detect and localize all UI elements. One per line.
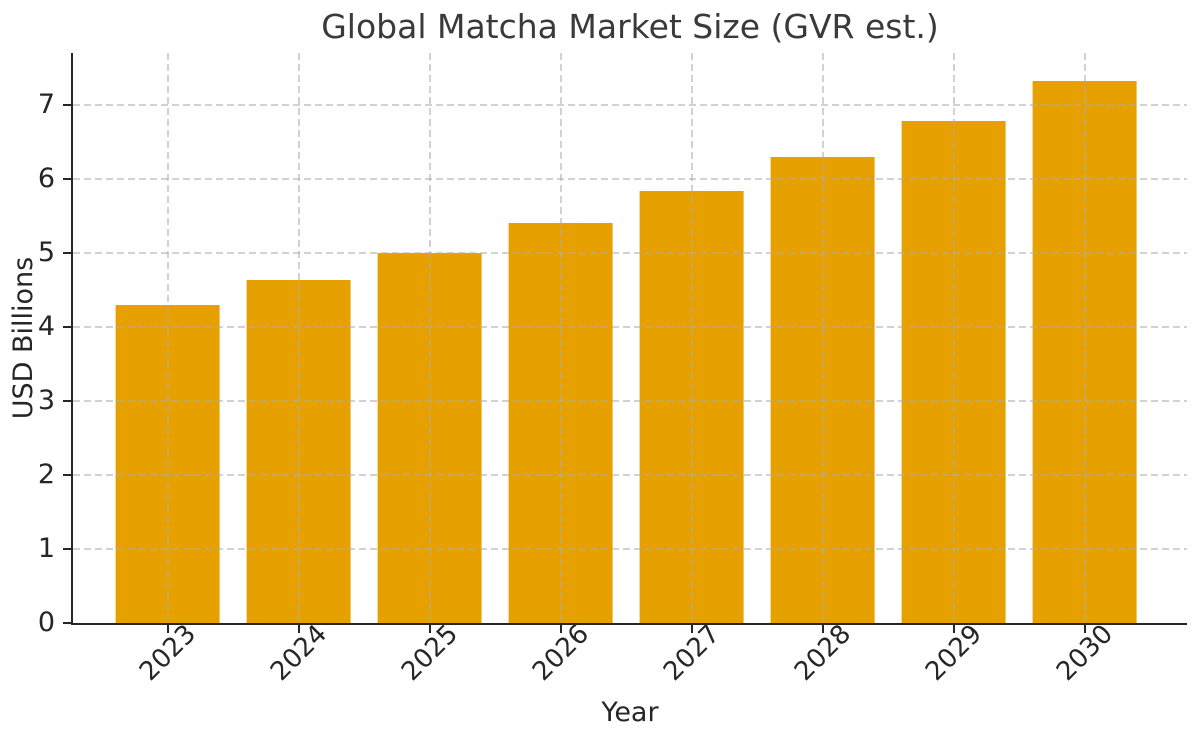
y-tick-mark-5 — [63, 251, 71, 254]
y-tick-label-5: 5 — [37, 236, 55, 268]
y-tick-label-6: 6 — [37, 162, 55, 194]
y-tick-label-7: 7 — [37, 88, 55, 120]
y-tick-mark-2 — [63, 473, 71, 476]
plot-area: 2023 2024 2025 2026 2027 2028 2029 2030 0 1 2 3 4 5 6… — [38, 53, 1187, 687]
horizontal-gridline-3 — [73, 399, 1187, 402]
vertical-gridline-2025 — [428, 53, 431, 623]
y-tick-mark-3 — [63, 399, 71, 402]
x-tick-mark-2024 — [297, 625, 300, 633]
horizontal-gridline-6 — [73, 177, 1187, 180]
chart-title: Global Matcha Market Size (GVR est.) — [321, 7, 939, 46]
category-slot-2023: 2023 — [102, 53, 233, 687]
category-slot-2025: 2025 — [364, 53, 495, 687]
y-tick-label-3: 3 — [37, 384, 55, 416]
horizontal-gridline-2 — [73, 473, 1187, 476]
vertical-gridline-2030 — [1083, 53, 1086, 623]
bars-layer: 2023 2024 2025 2026 2027 2028 2029 2030 — [73, 53, 1187, 687]
x-tick-mark-2028 — [821, 625, 824, 633]
category-slot-2030: 2030 — [1019, 53, 1150, 687]
y-tick-label-2: 2 — [37, 458, 55, 490]
y-tick-mark-0 — [63, 622, 71, 624]
category-slot-2029: 2029 — [888, 53, 1019, 687]
x-tick-mark-2025 — [428, 625, 431, 633]
category-slot-2028: 2028 — [757, 53, 888, 687]
horizontal-gridline-4 — [73, 325, 1187, 328]
x-tick-mark-2023 — [166, 625, 169, 633]
y-tick-label-4: 4 — [37, 310, 55, 342]
y-tick-mark-6 — [63, 177, 71, 180]
x-axis-label: Year — [601, 697, 659, 728]
category-slot-2026: 2026 — [495, 53, 626, 687]
x-tick-mark-2026 — [559, 625, 562, 633]
horizontal-gridline-7 — [73, 103, 1187, 106]
y-tick-mark-7 — [63, 103, 71, 106]
vertical-gridline-2027 — [690, 53, 693, 623]
vertical-gridline-2028 — [821, 53, 824, 623]
horizontal-gridline-1 — [73, 547, 1187, 550]
x-tick-mark-2029 — [952, 625, 955, 633]
vertical-gridline-2029 — [952, 53, 955, 623]
vertical-gridline-2024 — [297, 53, 300, 623]
x-tick-mark-2027 — [690, 625, 693, 633]
y-tick-mark-1 — [63, 547, 71, 550]
category-slot-2027: 2027 — [626, 53, 757, 687]
category-slot-2024: 2024 — [233, 53, 364, 687]
y-tick-mark-4 — [63, 325, 71, 328]
vertical-gridline-2026 — [559, 53, 562, 623]
y-tick-label-0: 0 — [37, 607, 55, 638]
y-tick-label-1: 1 — [37, 532, 55, 564]
vertical-gridline-2023 — [166, 53, 169, 623]
x-tick-mark-2030 — [1083, 625, 1086, 633]
horizontal-gridline-5 — [73, 251, 1187, 254]
